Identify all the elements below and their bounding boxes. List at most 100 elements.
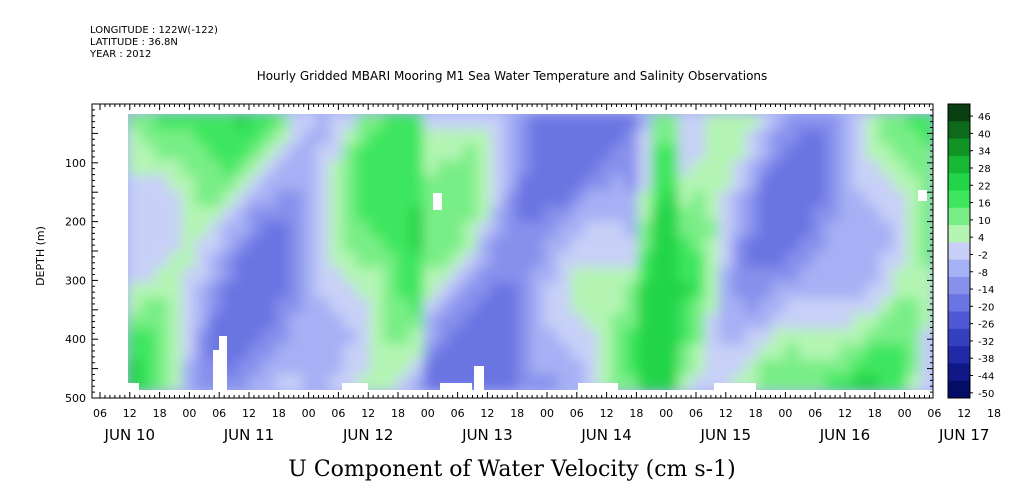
heat-cell [423, 359, 438, 376]
heat-cell [785, 328, 800, 345]
heat-cell [570, 160, 586, 177]
heat-cell [248, 252, 264, 269]
heat-cell [289, 175, 304, 192]
heat-cell [275, 267, 290, 284]
heat-cell [517, 298, 532, 315]
heat-cell [798, 328, 814, 345]
heat-cell [825, 298, 841, 315]
heat-cell [892, 206, 908, 223]
heat-cell [691, 328, 706, 345]
heat-cell [235, 252, 250, 269]
heat-cell [772, 236, 787, 253]
heat-cell [315, 344, 331, 361]
heat-cell [691, 282, 706, 299]
heat-cell [302, 282, 317, 299]
heat-cell [852, 160, 867, 177]
heat-cell [342, 359, 358, 376]
heat-cell [530, 114, 545, 131]
heat-cell [450, 344, 465, 361]
heat-cell [128, 328, 143, 345]
heat-cell [302, 190, 317, 207]
heat-cell [798, 344, 814, 361]
heat-cell [128, 313, 143, 330]
heat-cell [919, 359, 933, 376]
heat-cell [758, 236, 773, 253]
heat-cell [208, 129, 223, 146]
heat-cell [704, 313, 720, 330]
heat-cell [597, 267, 612, 284]
heat-cell [785, 190, 800, 207]
heat-cell [423, 129, 438, 146]
heat-cell [812, 328, 827, 345]
colorbar-label: -26 [978, 320, 994, 331]
heat-cell [651, 175, 666, 192]
heat-cell [168, 359, 183, 376]
heat-cell [195, 144, 210, 161]
heat-cell [584, 313, 599, 330]
heat-cell [369, 129, 384, 146]
heat-cell [637, 236, 653, 253]
heat-cell [396, 328, 411, 345]
heat-cell [141, 252, 156, 269]
heat-cell [168, 236, 183, 253]
heat-cell [141, 144, 156, 161]
heat-cell [704, 175, 720, 192]
heat-cell [154, 190, 170, 207]
heat-cell [463, 328, 478, 345]
heat-cell [342, 313, 358, 330]
heat-cell [597, 282, 612, 299]
heat-cell [289, 160, 304, 177]
heat-cell [208, 282, 223, 299]
heat-cell [329, 252, 344, 269]
heat-cell [772, 206, 787, 223]
heat-cell [597, 175, 612, 192]
heat-cell [892, 267, 908, 284]
heat-cell [812, 144, 827, 161]
heat-cell [906, 114, 921, 131]
x-hour-label: 12 [719, 407, 733, 420]
colorbar-swatch [948, 155, 970, 174]
x-hour-label: 06 [212, 407, 226, 420]
heat-cell [557, 344, 572, 361]
heat-cell [611, 359, 626, 376]
heat-cell [181, 298, 197, 315]
heat-cell [503, 129, 519, 146]
heat-cell [382, 374, 398, 390]
heat-cell [409, 129, 425, 146]
heat-cell [168, 344, 183, 361]
heat-cell [168, 144, 183, 161]
heat-cell [543, 144, 559, 161]
heat-cell [691, 144, 706, 161]
x-hour-label: 06 [927, 407, 941, 420]
heat-cell [235, 328, 250, 345]
heat-cell [557, 252, 572, 269]
heat-cell [892, 221, 908, 238]
colorbar-label: -8 [978, 268, 988, 279]
heat-cell [436, 129, 451, 146]
heat-cell [852, 221, 867, 238]
heat-cell [289, 374, 304, 390]
heat-cell [181, 267, 197, 284]
heat-cell [624, 160, 639, 177]
heat-cell [570, 282, 586, 299]
x-hour-label: 12 [242, 407, 256, 420]
x-hour-label: 12 [838, 407, 852, 420]
heat-cell [812, 160, 827, 177]
colorbar-swatch [948, 173, 970, 191]
heat-cell [141, 129, 156, 146]
heat-cell [221, 160, 237, 177]
heat-cell [463, 144, 478, 161]
heat-cell [865, 175, 881, 192]
heat-cell [731, 359, 747, 376]
heat-cell [463, 252, 478, 269]
heat-cell [718, 175, 733, 192]
heat-cell [141, 160, 156, 177]
heat-cell [302, 221, 317, 238]
heat-cell [463, 267, 478, 284]
x-hour-label: 12 [600, 407, 614, 420]
heat-cell [785, 359, 800, 376]
heat-cell [611, 313, 626, 330]
heat-cell [463, 344, 478, 361]
heat-cell [530, 206, 545, 223]
heat-cell [530, 175, 545, 192]
